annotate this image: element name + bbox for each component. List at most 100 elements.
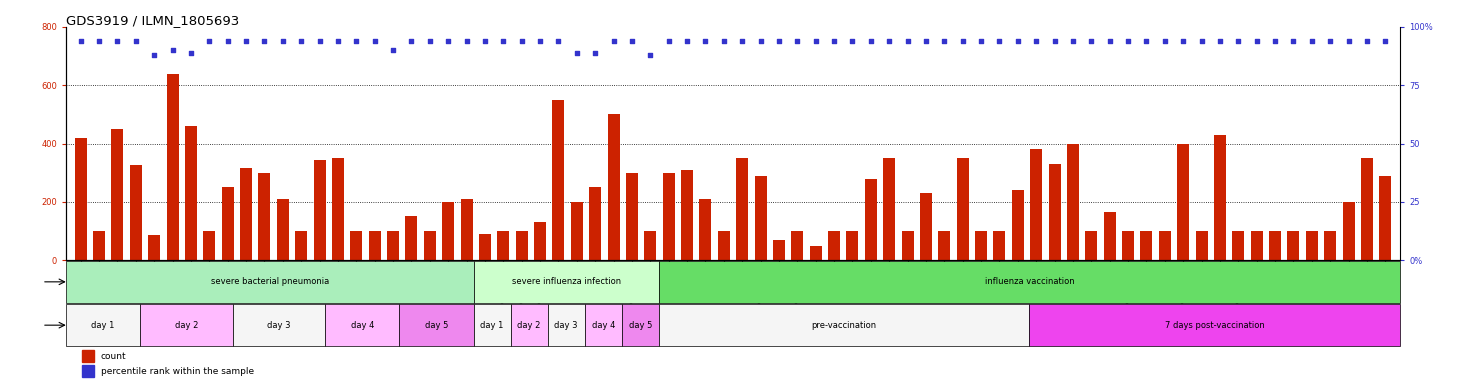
Bar [570,202,583,260]
Point [603,38,626,44]
Text: pre-vaccination: pre-vaccination [812,321,877,330]
Bar [736,158,748,260]
Point [1281,38,1305,44]
Point [289,38,312,44]
Bar [883,158,896,260]
Point [915,38,938,44]
Bar [233,305,325,346]
Bar [1141,231,1152,260]
Point [161,47,185,53]
Bar [658,261,1400,303]
Bar [460,199,472,260]
Point [69,38,92,44]
Point [676,38,699,44]
Point [822,38,846,44]
Bar [221,187,233,260]
Bar [474,305,510,346]
Point [657,38,680,44]
Bar [141,305,233,346]
Bar [585,305,622,346]
Bar [553,100,564,260]
Bar [325,305,399,346]
Point [859,38,883,44]
Point [142,52,166,58]
Bar [1233,231,1245,260]
Point [1154,38,1177,44]
Bar [75,138,86,260]
Point [896,38,919,44]
Point [878,38,902,44]
Point [1061,38,1085,44]
Bar [148,235,160,260]
Bar [130,166,142,260]
Bar [865,179,877,260]
Bar [957,158,969,260]
Bar [1250,231,1262,260]
Point [235,38,258,44]
Bar [755,175,767,260]
Bar [1324,231,1336,260]
Point [125,38,148,44]
Point [345,38,368,44]
Bar [1104,212,1116,260]
Bar [1067,144,1079,260]
Bar [474,261,658,303]
Bar [1031,149,1042,260]
Bar [1177,144,1189,260]
Bar [682,170,693,260]
Bar [622,305,658,346]
Point [216,38,239,44]
Bar [1085,231,1097,260]
Point [1006,38,1029,44]
Point [1245,38,1268,44]
Bar [1012,190,1023,260]
Bar [626,173,638,260]
Bar [516,231,528,260]
Point [1116,38,1139,44]
Point [564,50,588,56]
Point [327,38,350,44]
Bar [1287,231,1299,260]
Point [437,38,460,44]
Text: 7 days post-vaccination: 7 days post-vaccination [1165,321,1265,330]
Point [106,38,129,44]
Bar [350,231,362,260]
Point [951,38,975,44]
Point [1171,38,1195,44]
Bar [1360,158,1374,260]
Bar [1121,231,1135,260]
Point [803,38,827,44]
Text: GDS3919 / ILMN_1805693: GDS3919 / ILMN_1805693 [66,14,239,27]
Bar [548,305,585,346]
Point [1190,38,1214,44]
Point [730,38,754,44]
Point [547,38,570,44]
Point [198,38,221,44]
Text: day 2: day 2 [517,321,541,330]
Bar [902,231,913,260]
Point [1079,38,1102,44]
Point [454,38,478,44]
Bar [921,193,932,260]
Bar [1158,231,1171,260]
Bar [938,231,950,260]
Bar [809,246,821,260]
Point [786,38,809,44]
Bar [663,173,674,260]
Point [639,52,663,58]
Bar [1214,135,1226,260]
Bar [240,168,252,260]
Bar [369,231,381,260]
Bar [773,240,784,260]
Bar [1048,164,1060,260]
Bar [314,160,325,260]
Bar [92,231,106,260]
Text: day 5: day 5 [629,321,652,330]
Point [364,38,387,44]
Bar [994,231,1006,260]
Point [1135,38,1158,44]
Bar [277,199,289,260]
Bar [295,231,308,260]
Point [381,47,405,53]
Point [1042,38,1066,44]
